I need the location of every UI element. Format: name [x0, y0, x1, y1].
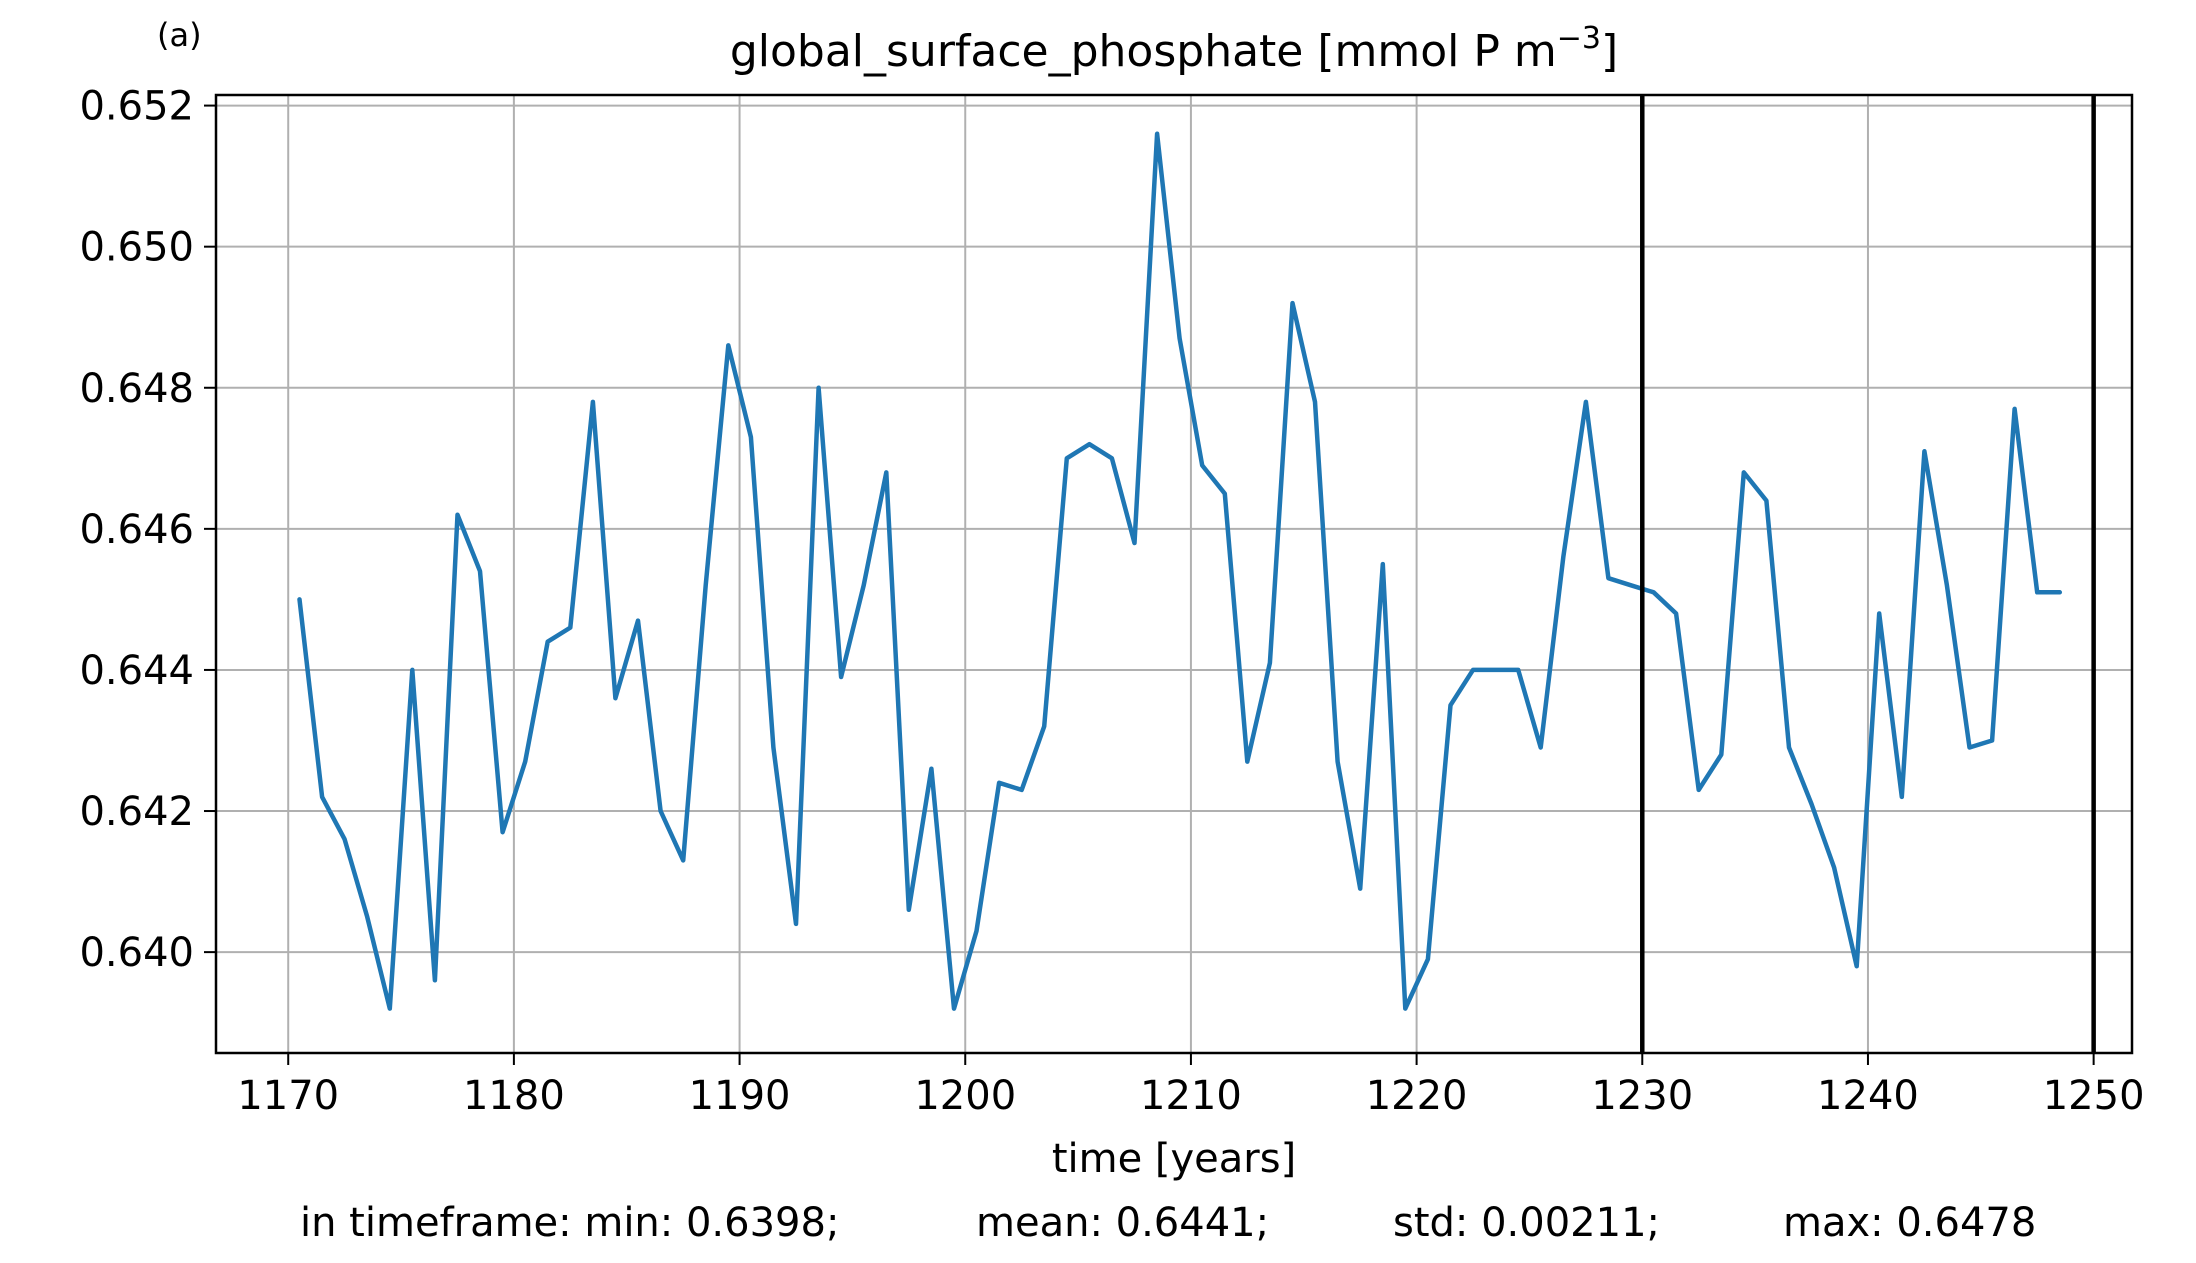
x-axis-ticks: 1170 1180 1190 1200 1210 1220 1230 1240 1250: [237, 1053, 2145, 1119]
x-tick-label: 1200: [914, 1073, 1016, 1119]
y-tick-label: 0.640: [79, 930, 194, 976]
stats-mean: mean: 0.6441;: [976, 1200, 1270, 1246]
grid: [216, 95, 2132, 1053]
y-tick-label: 0.644: [79, 648, 194, 694]
data-line-layer: [297, 131, 2063, 1011]
stats-min: in timeframe: min: 0.6398;: [300, 1200, 840, 1246]
y-tick-label: 0.642: [79, 789, 194, 835]
x-tick-label: 1240: [1817, 1073, 1919, 1119]
x-tick-label: 1170: [237, 1073, 339, 1119]
y-tick-label: 0.652: [79, 84, 194, 130]
timeframe-lines: [1640, 95, 2096, 1053]
chart-title-superscript: −3: [1557, 21, 1601, 56]
y-tick-label: 0.646: [79, 507, 194, 553]
plot-frame: [214, 93, 2134, 1055]
stats-max: max: 0.6478: [1783, 1200, 2037, 1246]
x-tick-label: 1180: [463, 1073, 565, 1119]
chart-title-main: global_surface_phosphate [mmol P m: [730, 26, 1557, 77]
series-line: [297, 131, 2063, 1011]
y-axis-ticks: 0.640 0.642 0.644 0.646 0.648 0.650 0.652: [79, 84, 216, 976]
stats-std: std: 0.00211;: [1393, 1200, 1660, 1246]
panel-label: (a): [157, 16, 202, 54]
chart-title-end: ]: [1601, 26, 1618, 77]
x-tick-label: 1250: [2043, 1073, 2145, 1119]
x-tick-label: 1220: [1366, 1073, 1468, 1119]
x-axis-label: time [years]: [1052, 1136, 1296, 1182]
x-tick-label: 1230: [1591, 1073, 1693, 1119]
x-tick-label: 1210: [1140, 1073, 1242, 1119]
chart-title: global_surface_phosphate [mmol P m−3]: [730, 21, 1618, 77]
x-tick-label: 1190: [689, 1073, 791, 1119]
y-tick-label: 0.650: [79, 225, 194, 271]
y-tick-label: 0.648: [79, 366, 194, 412]
